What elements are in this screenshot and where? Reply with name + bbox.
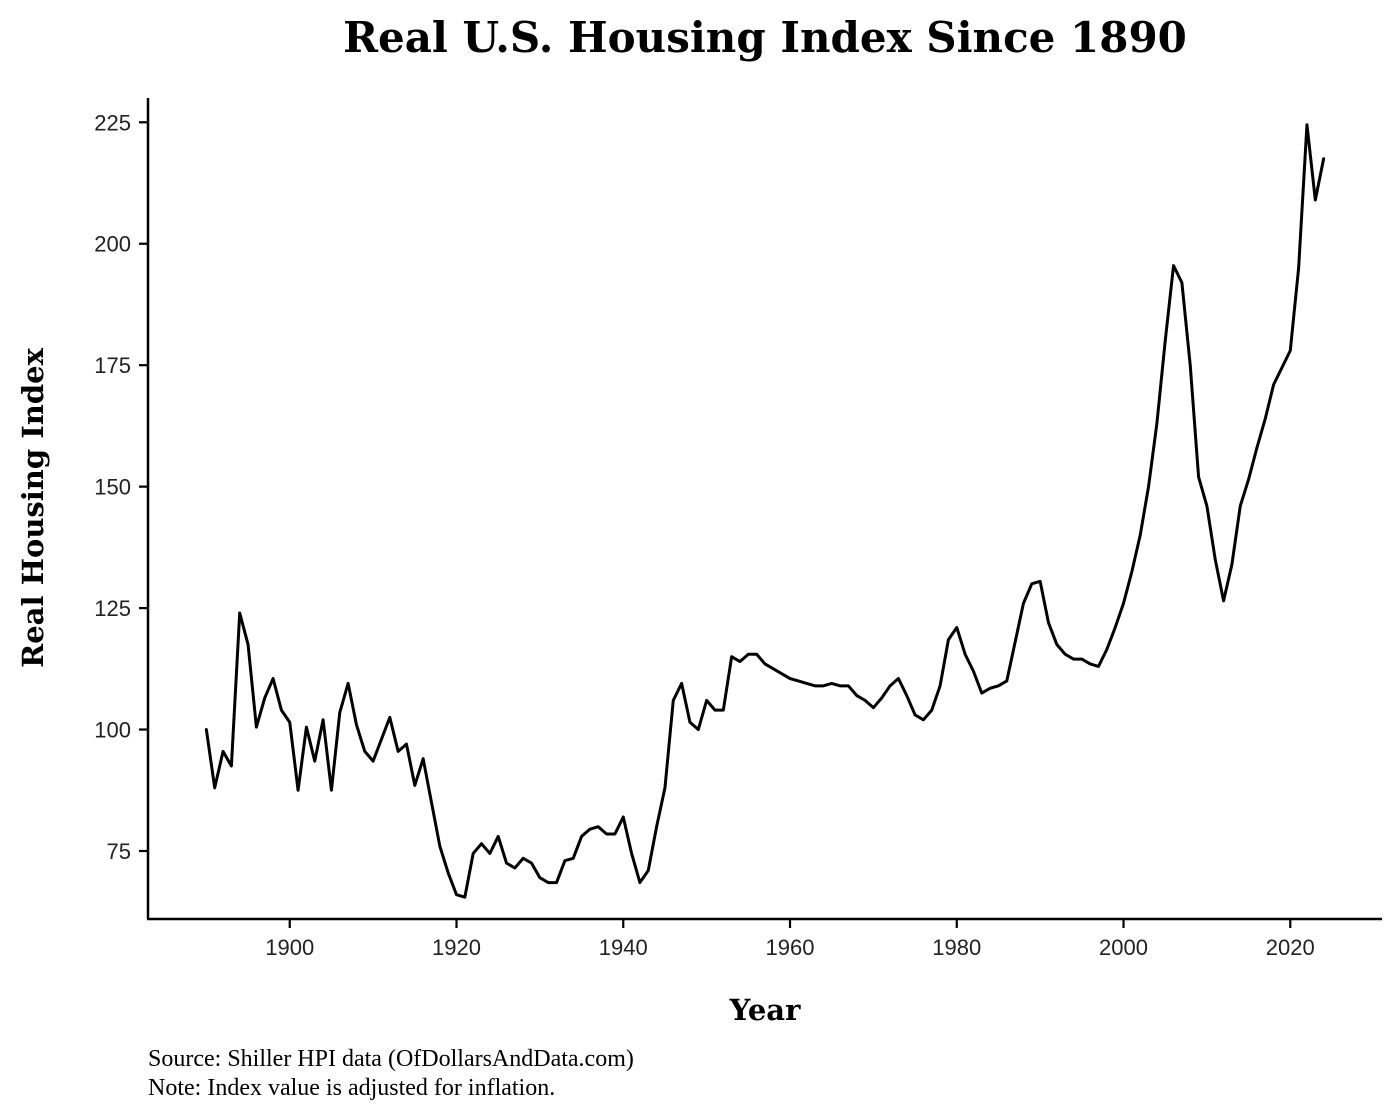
series-line: [204, 123, 1326, 899]
x-tick-label: 1940: [599, 935, 648, 960]
x-tick-label: 2000: [1099, 935, 1148, 960]
y-tick-label: 150: [94, 475, 131, 500]
y-tick-label: 100: [94, 718, 131, 743]
source-note: Source: Shiller HPI data (OfDollarsAndDa…: [148, 1046, 634, 1072]
y-tick-label: 125: [94, 596, 131, 621]
inflation-note: Note: Index value is adjusted for inflat…: [148, 1075, 555, 1101]
y-tick-label: 225: [94, 110, 131, 135]
y-axis-ticks: 75 100 125 150 175 200 225: [94, 110, 148, 864]
y-tick-label: 175: [94, 353, 131, 378]
y-tick-label: 200: [94, 232, 131, 257]
x-tick-label: 2020: [1266, 935, 1315, 960]
x-axis-ticks: 1900 1920 1940 1960 1980 2000 2020: [265, 919, 1315, 960]
x-axis-title: Year: [729, 993, 801, 1027]
y-tick-label: 75: [107, 839, 131, 864]
x-tick-label: 1980: [932, 935, 981, 960]
chart-title: Real U.S. Housing Index Since 1890: [343, 13, 1187, 62]
x-tick-label: 1960: [766, 935, 815, 960]
x-tick-label: 1920: [432, 935, 481, 960]
y-axis-title: Real Housing Index: [16, 347, 50, 667]
x-tick-label: 1900: [265, 935, 314, 960]
